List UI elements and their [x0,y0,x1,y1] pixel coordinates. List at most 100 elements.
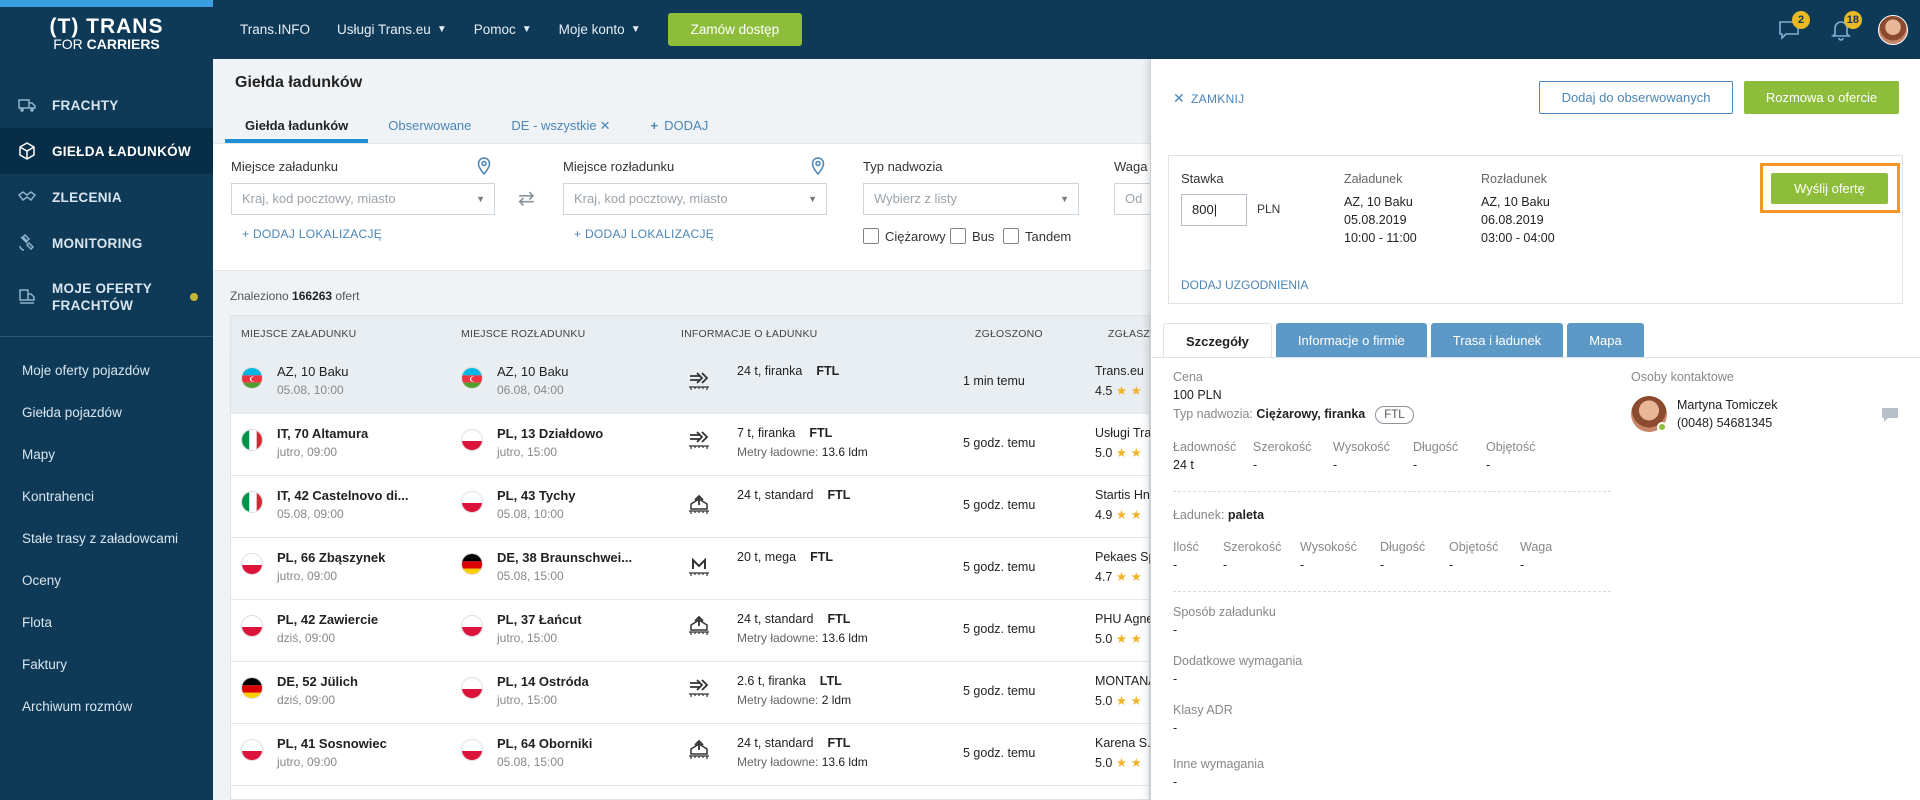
table-row[interactable]: IT, 42 Castelnovo di... 05.08, 09:00 PL, 4… [231,476,1150,538]
star-icon: ★ [1115,694,1128,708]
caret-down-icon: ▼ [476,194,485,204]
dim-h-width: Szerokość [1253,440,1312,454]
table-row[interactable]: PL, 42 Zawiercie dziś, 09:00 PL, 37 Łańcut… [231,600,1153,662]
star-icon: ★ [1115,508,1128,522]
user-avatar[interactable] [1878,14,1908,45]
row-company[interactable]: MONTANA [1095,674,1157,688]
dim-h-volume: Objętość [1486,440,1536,454]
row-company[interactable]: Pekaes Sp [1095,550,1156,564]
row-rating-value: 5.0 [1095,446,1113,460]
other-requirements-label: Inne wymagania [1173,757,1265,771]
chat-icon[interactable] [1881,407,1899,423]
tab-de-wszystkie[interactable]: DE - wszystkie ✕ [491,113,630,143]
body-type-select[interactable]: Wybierz z listy ▼ [863,183,1079,215]
row-company[interactable]: Karena S. [1095,736,1151,750]
table-row[interactable]: PL, 41 Sosnowiec jutro, 09:00 PL, 64 Oborn… [231,724,1151,786]
nav-item-zlecenia[interactable]: ZLECENIA [0,174,213,220]
tab-obserwowane[interactable]: Obserwowane [388,118,472,133]
sub-item-faktury[interactable]: Faktury [22,656,68,672]
send-offer-button[interactable]: Wyślij ofertę [1771,173,1888,204]
notifications-button[interactable]: 18 [1826,10,1862,45]
close-icon[interactable]: ✕ [599,118,611,133]
sub-item-oceny[interactable]: Oceny [22,572,62,588]
loading-place-input[interactable]: Kraj, kod pocztowy, miasto ▼ [231,183,495,215]
tab-dodaj[interactable]: + DODAJ [631,113,729,143]
row-cargo-type: FTL [809,426,833,440]
top-link-pomoc[interactable]: Pomoc ▼ [474,22,532,37]
th-cargo[interactable]: INFORMACJE O ŁADUNKU [681,328,818,340]
nav-item-frachty[interactable]: FRACHTY [0,82,213,128]
flag-de-icon [461,553,483,575]
checkbox-ciezarowy[interactable]: Ciężarowy [863,228,946,244]
add-loading-location-link[interactable]: + DODAJ LOKALIZACJĘ [242,227,383,241]
sub-item-kontrahenci[interactable]: Kontrahenci [22,488,95,504]
th-posted[interactable]: ZGŁOSZONO [975,328,1043,340]
add-agreements-link[interactable]: DODAJ UZGODNIENIA [1181,278,1309,292]
weight-from-input[interactable]: Od [1114,183,1174,215]
loading-place: AZ, 10 Baku [1344,195,1413,209]
th-loading[interactable]: MIEJSCE ZAŁADUNKU [241,328,357,340]
body-type-value: Ciężarowy, firanka [1256,407,1366,421]
contact-phone: (0048) 54681345 [1677,416,1773,430]
unloading-place-input[interactable]: Kraj, kod pocztowy, miasto ▼ [563,183,827,215]
nav-item-moje-oferty-frachtow[interactable]: MOJE OFERTY FRACHTÓW [0,266,213,328]
row-company[interactable]: PHU Agne [1095,612,1154,626]
top-link-moje-konto[interactable]: Moje konto ▼ [559,22,641,37]
top-link-uslugi[interactable]: Usługi Trans.eu ▼ [337,22,447,37]
table-row[interactable]: IT, 70 Altamura jutro, 09:00 PL, 13 Działd… [231,414,1152,476]
sub-item-mapy[interactable]: Mapy [22,446,56,462]
row-to-place: AZ, 10 Baku [497,364,569,379]
checkbox-tandem[interactable]: Tandem [1003,228,1071,244]
tab-informacje-o-firmie[interactable]: Informacje o firmie [1275,323,1427,358]
row-company[interactable]: Usługi Tra [1095,426,1152,440]
nav-item-gielda-ladunkow[interactable]: GIEŁDA ŁADUNKÓW [0,128,213,174]
detail-tabs: Szczegóły Informacje o firmie Trasa i ła… [1163,323,1648,358]
row-company[interactable]: Startis Hn [1095,488,1150,502]
sub-item-archiwum-rozmow[interactable]: Archiwum rozmów [22,698,133,714]
table-row[interactable]: DE, 52 Jülich dziś, 09:00 PL, 14 Ostróda ju… [231,662,1157,724]
rate-value: 800 [1192,202,1214,217]
map-pin-icon[interactable] [810,157,826,175]
tab-gielda-ladunkow[interactable]: Giełda ładunków [225,113,369,143]
rate-input[interactable]: 800| [1181,194,1247,226]
nav-label-moje-oferty: MOJE OFERTY FRACHTÓW [52,280,152,314]
map-pin-icon[interactable] [476,157,492,175]
sub-item-flota[interactable]: Flota [22,614,53,630]
table-row[interactable]: AZ, 10 Baku 05.08, 10:00 AZ, 10 Baku 06.08,… [231,352,1149,414]
cargo-h-width: Szerokość [1223,540,1282,554]
nav-item-monitoring[interactable]: MONITORING [0,220,213,266]
checkbox-box[interactable] [950,228,966,244]
flag-pl-icon [461,429,483,451]
offer-talk-button[interactable]: Rozmowa o ofercie [1744,81,1899,114]
row-posted: 5 godz. temu [963,560,1036,574]
add-to-watched-button[interactable]: Dodaj do obserwowanych [1539,81,1733,114]
tab-szczegoly[interactable]: Szczegóły [1163,323,1272,358]
checkbox-box[interactable] [1003,228,1019,244]
side-load-icon [687,370,711,392]
row-to-place: PL, 13 Działdowo [497,426,604,441]
top-link-trans-info[interactable]: Trans.INFO [240,22,310,37]
row-posted: 5 godz. temu [963,746,1036,760]
row-from-place: IT, 70 Altamura [277,426,369,441]
close-panel-button[interactable]: ✕ ZAMKNIJ [1173,90,1244,107]
row-cargo-desc: 20 t, mega [737,550,797,564]
checkbox-bus[interactable]: Bus [950,228,994,244]
messages-button[interactable]: 2 [1774,10,1810,45]
swap-icon[interactable]: ⇄ [518,188,535,210]
table-row[interactable]: PL, 66 Zbąszynek jutro, 09:00 DE, 38 Braun… [231,538,1155,600]
flag-pl-icon [241,739,263,761]
chevron-down-icon: ▼ [630,24,641,35]
checkbox-box[interactable] [863,228,879,244]
logo[interactable]: (T) TRANS FOR CARRIERS [0,7,213,60]
sub-item-stale-trasy[interactable]: Stałe trasy z załadowcami [22,530,179,546]
tab-mapa[interactable]: Mapa [1567,323,1644,358]
th-unloading[interactable]: MIEJSCE ROZŁADUNKU [461,328,586,340]
row-cargo-desc: 24 t, firanka [737,364,803,378]
sub-item-moje-oferty-pojazdow[interactable]: Moje oferty pojazdów [22,362,150,378]
add-unloading-location-link[interactable]: + DODAJ LOKALIZACJĘ [574,227,715,241]
sub-item-gielda-pojazdow[interactable]: Giełda pojazdów [22,404,122,420]
row-company[interactable]: Trans.eu [1095,364,1144,378]
tab-trasa-i-ladunek[interactable]: Trasa i ładunek [1430,323,1564,358]
order-access-button[interactable]: Zamów dostęp [667,13,803,46]
row-meters-label: Metry ładowne: [737,445,819,459]
